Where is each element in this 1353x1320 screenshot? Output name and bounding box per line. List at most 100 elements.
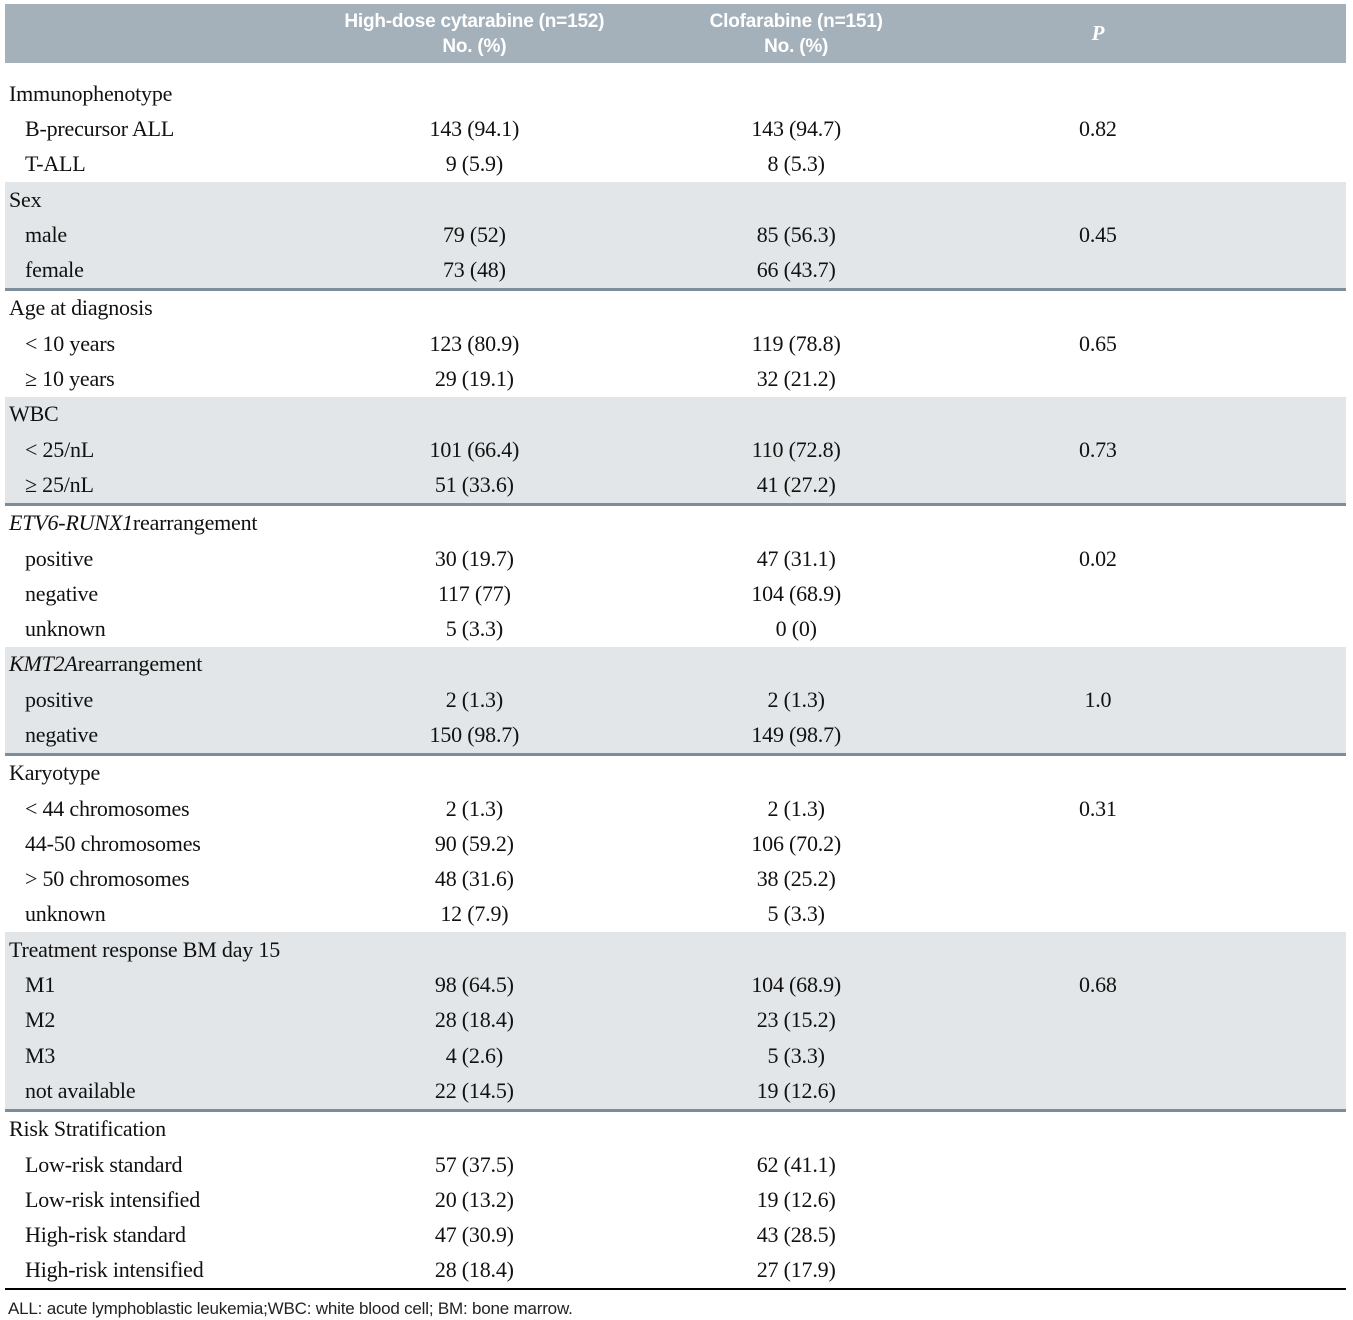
section-title-text: rearrangement (77, 651, 203, 677)
high-dose-cytarabine-value: 143 (94.1) (429, 115, 520, 141)
p-value: 0.68 (1079, 972, 1117, 998)
section-title-text: Treatment response BM day 15 (9, 936, 281, 962)
section-title: KMT2A rearrangement (5, 647, 1346, 682)
p-value: 0.65 (1079, 330, 1117, 356)
clofarabine-value: 143 (94.7) (751, 115, 841, 141)
row-label: Low-risk intensified (25, 1186, 201, 1212)
section-age-at-diagnosis: Age at diagnosis < 10 years 123 (80.9) 119 … (5, 291, 1346, 397)
clofarabine-value: 2 (1.3) (767, 686, 825, 712)
high-dose-cytarabine-value: 4 (2.6) (445, 1042, 503, 1068)
high-dose-cytarabine-value: 150 (98.7) (429, 721, 520, 747)
high-dose-cytarabine-value: 79 (52) (442, 221, 506, 247)
high-dose-cytarabine-value: 2 (1.3) (445, 686, 503, 712)
table-row: female 73 (48) 66 (43.7) (5, 252, 1346, 287)
high-dose-cytarabine-value: 90 (59.2) (434, 830, 514, 856)
table-row: unknown 12 (7.9) 5 (3.3) (5, 897, 1346, 932)
section-title: Immunophenotype (5, 76, 1346, 111)
section-risk-stratification: Risk Stratification Low-risk standard 57 (… (5, 1112, 1346, 1288)
row-label: negative (25, 721, 98, 747)
clofarabine-value: 32 (21.2) (756, 366, 836, 392)
high-dose-cytarabine-value: 9 (5.9) (445, 151, 503, 177)
section-title-text: Karyotype (9, 760, 101, 786)
row-label: High-risk intensified (25, 1257, 204, 1283)
section-kmt2a-rearrangement: KMT2A rearrangement positive 2 (1.3) 2 (1.3… (5, 646, 1346, 756)
high-dose-cytarabine-value: 5 (3.3) (445, 616, 503, 642)
table-row: 44-50 chromosomes 90 (59.2) 106 (70.2) (5, 826, 1346, 861)
p-value: 0.45 (1079, 221, 1117, 247)
high-dose-cytarabine-value: 28 (18.4) (434, 1257, 514, 1283)
clofarabine-value: 43 (28.5) (756, 1222, 836, 1248)
section-sex: Sex male 79 (52) 85 (56.3) 0.45 female 73 (48)… (5, 181, 1346, 291)
clofarabine-value: 23 (15.2) (756, 1007, 836, 1033)
row-label: ≥ 10 years (25, 366, 115, 392)
table-row: M3 4 (2.6) 5 (3.3) (5, 1038, 1346, 1073)
table-row: T-ALL 9 (5.9) 8 (5.3) (5, 147, 1346, 182)
row-label: female (25, 257, 84, 283)
table-row: < 10 years 123 (80.9) 119 (78.8) 0.65 (5, 326, 1346, 361)
clofarabine-value: 19 (12.6) (756, 1186, 836, 1212)
high-dose-cytarabine-value: 28 (18.4) (434, 1007, 514, 1033)
section-title-text: Sex (9, 186, 42, 212)
table-row: Low-risk intensified 20 (13.2) 19 (12.6) (5, 1182, 1346, 1217)
high-dose-cytarabine-value: 29 (19.1) (434, 366, 514, 392)
clofarabine-value: 104 (68.9) (751, 972, 841, 998)
table-row: ≥ 25/nL 51 (33.6) 41 (27.2) (5, 467, 1346, 502)
high-dose-cytarabine-value: 22 (14.5) (434, 1077, 514, 1103)
row-label: < 44 chromosomes (25, 795, 190, 821)
table-row: > 50 chromosomes 48 (31.6) 38 (25.2) (5, 862, 1346, 897)
section-title: WBC (5, 397, 1346, 432)
table-row: M1 98 (64.5) 104 (68.9) 0.68 (5, 967, 1346, 1002)
clofarabine-value: 62 (41.1) (756, 1151, 836, 1177)
section-title: Karyotype (5, 756, 1346, 791)
table-row: < 44 chromosomes 2 (1.3) 2 (1.3) 0.31 (5, 791, 1346, 826)
section-title-text: Immunophenotype (9, 80, 173, 106)
row-label: ≥ 25/nL (25, 471, 94, 497)
table-row: High-risk intensified 28 (18.4) 27 (17.9) (5, 1253, 1346, 1288)
high-dose-cytarabine-value: 57 (37.5) (434, 1151, 514, 1177)
clofarabine-value: 5 (3.3) (767, 1042, 825, 1068)
clofarabine-value: 38 (25.2) (756, 866, 836, 892)
clofarabine-value: 119 (78.8) (751, 330, 841, 356)
header-clofarabine-cell: Clofarabine (n=151) No. (%) (608, 9, 983, 59)
section-title: Sex (5, 182, 1346, 217)
row-label: High-risk standard (25, 1222, 186, 1248)
high-dose-cytarabine-value: 12 (7.9) (440, 901, 509, 927)
section-wbc: WBC < 25/nL 101 (66.4) 110 (72.8) 0.73 ≥ 25/n… (5, 396, 1346, 506)
row-label: B-precursor ALL (25, 115, 175, 141)
clofarabine-value: 104 (68.9) (751, 580, 841, 606)
high-dose-cytarabine-value: 123 (80.9) (429, 330, 520, 356)
clofarabine-value: 85 (56.3) (756, 221, 836, 247)
section-karyotype: Karyotype < 44 chromosomes 2 (1.3) 2 (1.3) 0… (5, 756, 1346, 932)
high-dose-cytarabine-value: 2 (1.3) (445, 795, 503, 821)
patient-characteristics-table: High-dose cytarabine (n=152) No. (%) Clo… (5, 4, 1346, 1319)
high-dose-cytarabine-value: 47 (30.9) (434, 1222, 514, 1248)
header-p-cell: P (984, 21, 1212, 47)
section-title: Treatment response BM day 15 (5, 932, 1346, 967)
p-value: 0.31 (1079, 795, 1117, 821)
clofarabine-value: 66 (43.7) (756, 257, 836, 283)
table-bottom-rule (5, 1288, 1346, 1291)
table-row: < 25/nL 101 (66.4) 110 (72.8) 0.73 (5, 432, 1346, 467)
section-title-gene-name: ETV6-RUNX1 (9, 510, 133, 536)
header-high-dose-cytarabine-title: High-dose cytarabine (n=152) (344, 10, 605, 32)
section-title: Age at diagnosis (5, 291, 1346, 326)
table-row: B-precursor ALL 143 (94.1) 143 (94.7) 0.82 (5, 111, 1346, 146)
p-value: 1.0 (1084, 686, 1112, 712)
high-dose-cytarabine-value: 48 (31.6) (434, 866, 514, 892)
clofarabine-value: 8 (5.3) (767, 151, 825, 177)
row-label: positive (25, 686, 94, 712)
section-title: Risk Stratification (5, 1112, 1346, 1147)
high-dose-cytarabine-value: 73 (48) (442, 257, 506, 283)
row-label: > 50 chromosomes (25, 866, 190, 892)
row-label: 44-50 chromosomes (25, 830, 201, 856)
clofarabine-value: 110 (72.8) (751, 436, 841, 462)
high-dose-cytarabine-value: 20 (13.2) (434, 1186, 514, 1212)
header-clofarabine-title: Clofarabine (n=151) (709, 10, 883, 32)
clofarabine-value: 0 (0) (775, 616, 817, 642)
table-row: negative 150 (98.7) 149 (98.7) (5, 717, 1346, 752)
p-value: 0.73 (1079, 436, 1117, 462)
header-high-dose-cytarabine-sub: No. (%) (442, 35, 507, 57)
table-row: Low-risk standard 57 (37.5) 62 (41.1) (5, 1147, 1346, 1182)
p-value: 0.82 (1079, 115, 1117, 141)
